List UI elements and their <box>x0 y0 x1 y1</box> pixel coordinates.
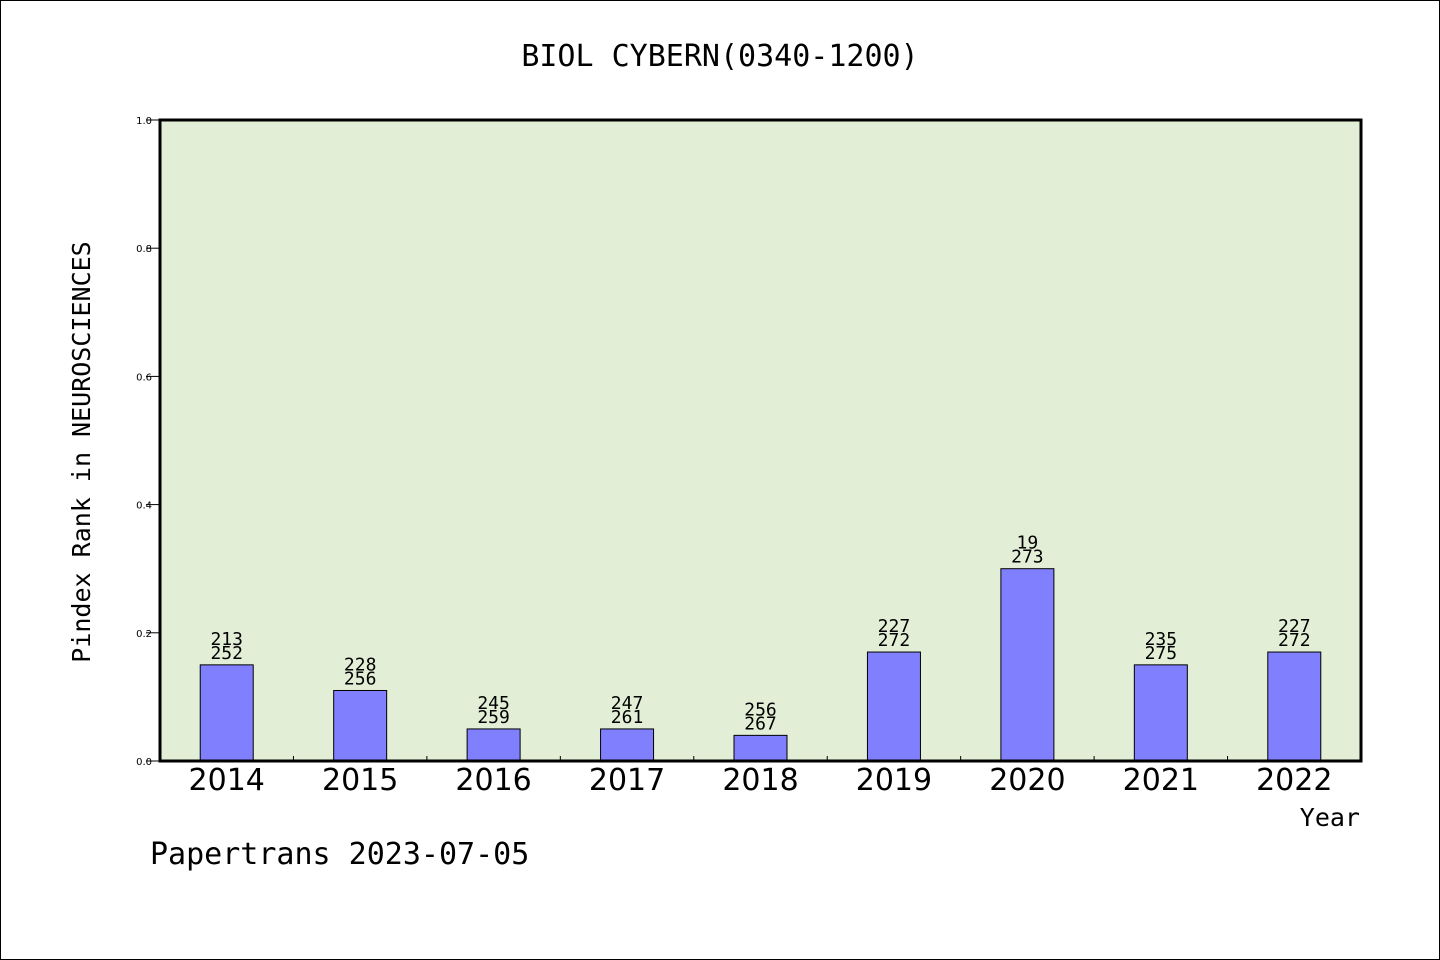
y-tick-label-0.8: 0.8 <box>136 244 152 255</box>
rank-label-2014: 213 <box>210 629 243 650</box>
total-label-2014: 252 <box>210 643 243 664</box>
bar-2015 <box>333 689 388 762</box>
y-axis-label: Pindex Rank in NEUROSCIENCES <box>67 241 96 662</box>
plot-border <box>158 118 1363 763</box>
bar-2018 <box>733 734 788 762</box>
total-label-2015: 256 <box>344 668 377 689</box>
bar-2019 <box>866 651 921 762</box>
x-tick-label-2017: 2017 <box>589 763 665 798</box>
rank-label-2022: 227 <box>1278 616 1311 637</box>
x-tick-label-2015: 2015 <box>322 763 398 798</box>
bar-2020 <box>1000 568 1055 762</box>
bar-2014 <box>199 664 254 762</box>
rank-label-2020: 19 <box>1017 533 1039 554</box>
rank-label-2015: 228 <box>344 654 377 675</box>
total-label-2016: 259 <box>477 707 510 728</box>
y-axis: 0.0 0.2 0.4 0.6 0.8 1.0 <box>136 116 160 768</box>
x-tick-label-2016: 2016 <box>455 763 531 798</box>
bars-group <box>199 568 1322 762</box>
x-tick-label-2018: 2018 <box>722 763 798 798</box>
x-tick-label-2022: 2022 <box>1256 763 1332 798</box>
bar-2022 <box>1267 651 1322 762</box>
y-tick-label-0.2: 0.2 <box>136 629 152 640</box>
bar-2016 <box>466 728 521 762</box>
rank-label-2019: 227 <box>878 616 911 637</box>
rank-label-2016: 245 <box>477 693 510 714</box>
total-label-2020: 273 <box>1011 547 1044 568</box>
y-tick-label-0.4: 0.4 <box>136 501 152 512</box>
bar-2021 <box>1133 664 1188 762</box>
x-axis: 2014 2015 2016 2017 2018 2019 2020 2021 2022 <box>189 756 1332 798</box>
chart-title: BIOL CYBERN(0340-1200) <box>521 39 918 74</box>
y-tick-label-1.0: 1.0 <box>136 116 152 127</box>
rank-label-2021: 235 <box>1145 629 1178 650</box>
total-label-2017: 261 <box>611 707 644 728</box>
bar-2017 <box>600 728 655 762</box>
total-label-2019: 272 <box>878 630 911 651</box>
total-label-2018: 267 <box>744 713 777 734</box>
rank-label-2017: 247 <box>611 693 644 714</box>
y-tick-label-0.0: 0.0 <box>136 757 152 768</box>
total-label-2022: 272 <box>1278 630 1311 651</box>
x-tick-label-2021: 2021 <box>1123 763 1199 798</box>
x-tick-label-2014: 2014 <box>189 763 265 798</box>
x-axis-label: Year <box>1300 803 1360 832</box>
plot-area <box>160 120 1361 761</box>
footer-text: Papertrans 2023-07-05 <box>150 837 529 872</box>
x-tick-label-2020: 2020 <box>989 763 1065 798</box>
rank-label-2018: 256 <box>744 699 777 720</box>
x-tick-label-2019: 2019 <box>856 763 932 798</box>
total-label-2021: 275 <box>1145 643 1178 664</box>
y-tick-label-0.6: 0.6 <box>136 372 152 383</box>
